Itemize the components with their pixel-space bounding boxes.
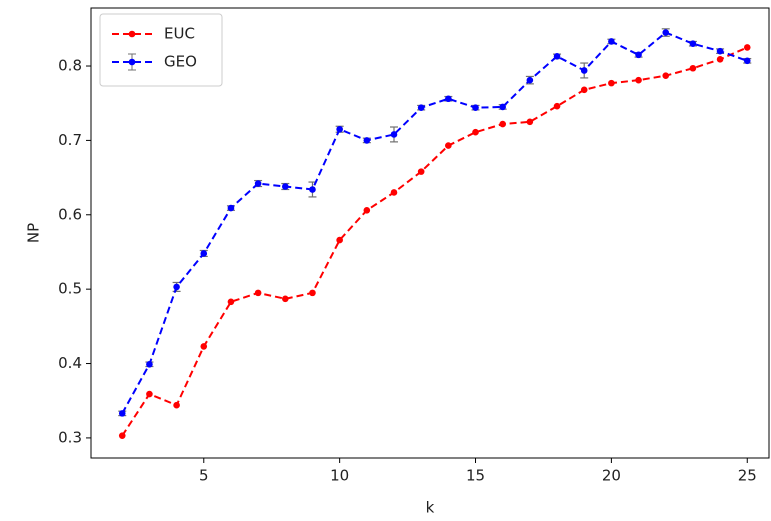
x-tick-label: 25	[738, 467, 757, 485]
y-tick-label: 0.8	[58, 57, 82, 75]
point	[635, 51, 642, 59]
point	[336, 236, 343, 244]
point	[689, 64, 697, 72]
point	[472, 104, 479, 111]
point	[553, 53, 561, 60]
x-tick-label: 20	[602, 467, 621, 485]
point	[309, 289, 316, 297]
plot-frame	[90, 7, 770, 459]
series-line	[121, 31, 748, 414]
x-tick-label: 15	[466, 467, 485, 485]
y-axis-label: NP	[25, 223, 43, 243]
point	[499, 103, 506, 111]
point	[281, 183, 289, 190]
point	[689, 40, 697, 48]
point	[281, 295, 289, 303]
point	[445, 95, 452, 103]
point	[580, 67, 588, 74]
point	[743, 44, 751, 51]
legend-marker	[128, 58, 136, 66]
point	[254, 289, 262, 297]
y-tick-label: 0.6	[58, 205, 82, 223]
point	[499, 120, 506, 128]
point	[417, 168, 425, 175]
point	[743, 57, 751, 65]
x-tick-label: 10	[330, 467, 349, 485]
point	[716, 56, 724, 63]
legend-marker	[128, 30, 136, 38]
point	[118, 410, 126, 417]
y-tick-label: 0.7	[58, 131, 82, 149]
point	[173, 401, 180, 409]
y-tick-label: 0.3	[58, 428, 82, 446]
point	[662, 29, 670, 36]
legend-label: EUC	[164, 25, 195, 43]
legend-box	[99, 13, 223, 87]
point	[608, 79, 615, 87]
point	[526, 76, 534, 84]
point	[553, 102, 561, 110]
point	[580, 86, 588, 94]
point	[146, 390, 153, 398]
series-line	[121, 46, 748, 437]
point	[526, 118, 534, 126]
x-axis-label: k	[426, 499, 435, 517]
point	[635, 76, 642, 84]
point	[227, 298, 235, 306]
point	[173, 283, 180, 291]
y-tick-label: 0.5	[58, 280, 82, 298]
point	[390, 131, 398, 138]
point	[363, 207, 371, 214]
point	[200, 250, 208, 257]
point	[417, 104, 425, 111]
point	[390, 189, 398, 196]
point	[716, 47, 724, 55]
point	[363, 137, 371, 144]
point	[445, 142, 452, 149]
point	[608, 38, 615, 45]
point	[146, 360, 153, 368]
x-tick-label: 5	[199, 467, 209, 485]
y-tick-label: 0.4	[58, 354, 82, 372]
point	[200, 343, 208, 350]
point	[336, 125, 343, 133]
point	[309, 186, 316, 193]
point	[472, 128, 479, 136]
point	[227, 204, 235, 212]
point	[662, 72, 670, 79]
point	[118, 432, 126, 439]
legend-label: GEO	[164, 53, 197, 71]
point	[254, 180, 262, 187]
